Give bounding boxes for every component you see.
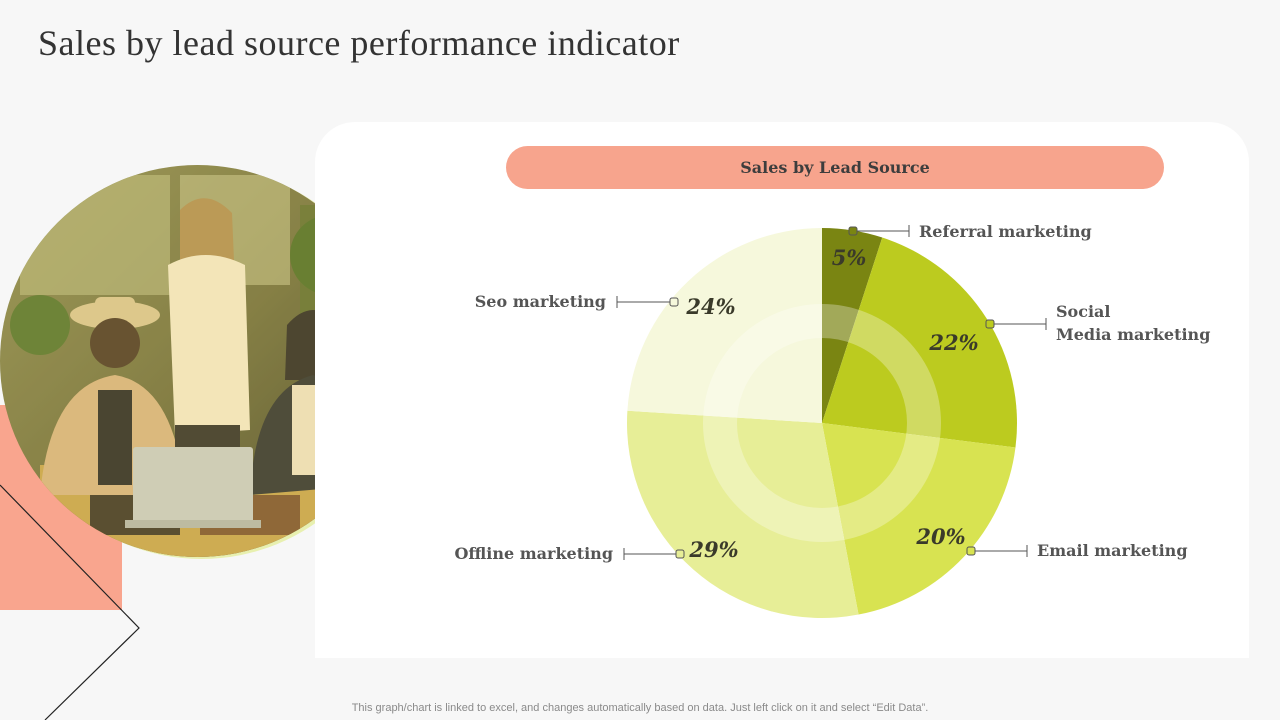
pie-value-label: 24%	[685, 294, 735, 319]
leader-marker	[669, 297, 679, 307]
pie-slice-email-marketing[interactable]	[822, 423, 1016, 615]
footer-note: This graph/chart is linked to excel, and…	[351, 702, 929, 714]
pie-slice-referral-marketing[interactable]	[822, 228, 883, 423]
pie-slice-offline-marketing[interactable]	[627, 410, 859, 618]
pie-value-label: 22%	[928, 330, 978, 355]
leader-marker	[848, 226, 858, 236]
pie-category-label: Offline marketing	[454, 544, 613, 563]
chart-title: Sales by Lead Source	[506, 146, 1164, 189]
pie-category-label: Seo marketing	[475, 292, 606, 311]
leader-marker	[985, 319, 995, 329]
pie-slice-seo-marketing[interactable]	[627, 228, 822, 423]
page-title: Sales by lead source performance indicat…	[38, 23, 680, 63]
pie-category-label: Social Media marketing	[1056, 302, 1210, 344]
pie-value-label: 20%	[915, 524, 965, 549]
pie-inner-ring	[703, 304, 941, 542]
pie-value-label: 5%	[832, 245, 867, 270]
leader-marker	[675, 549, 685, 559]
pie-slice-social-media-marketing[interactable]	[822, 237, 1017, 448]
pie-category-label: Referral marketing	[919, 222, 1092, 241]
decorative-diagonal-lines	[0, 484, 140, 720]
leader-marker	[966, 546, 976, 556]
pie-value-label: 29%	[688, 537, 738, 562]
pie-category-label: Email marketing	[1037, 541, 1188, 560]
